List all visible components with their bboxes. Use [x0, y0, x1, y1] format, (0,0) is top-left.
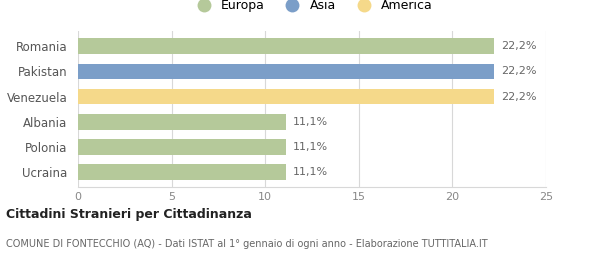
- Text: 22,2%: 22,2%: [501, 41, 536, 51]
- Text: 22,2%: 22,2%: [501, 66, 536, 76]
- Text: 11,1%: 11,1%: [293, 117, 328, 127]
- Text: Cittadini Stranieri per Cittadinanza: Cittadini Stranieri per Cittadinanza: [6, 208, 252, 221]
- Text: COMUNE DI FONTECCHIO (AQ) - Dati ISTAT al 1° gennaio di ogni anno - Elaborazione: COMUNE DI FONTECCHIO (AQ) - Dati ISTAT a…: [6, 239, 488, 249]
- Bar: [78, 114, 286, 130]
- Text: 11,1%: 11,1%: [293, 167, 328, 177]
- Text: 22,2%: 22,2%: [501, 92, 536, 102]
- Bar: [78, 165, 286, 180]
- Legend: Europa, Asia, America: Europa, Asia, America: [186, 0, 438, 17]
- Bar: [78, 139, 286, 155]
- Bar: [78, 63, 494, 79]
- Text: 11,1%: 11,1%: [293, 142, 328, 152]
- Bar: [78, 89, 494, 105]
- Bar: [78, 38, 494, 54]
